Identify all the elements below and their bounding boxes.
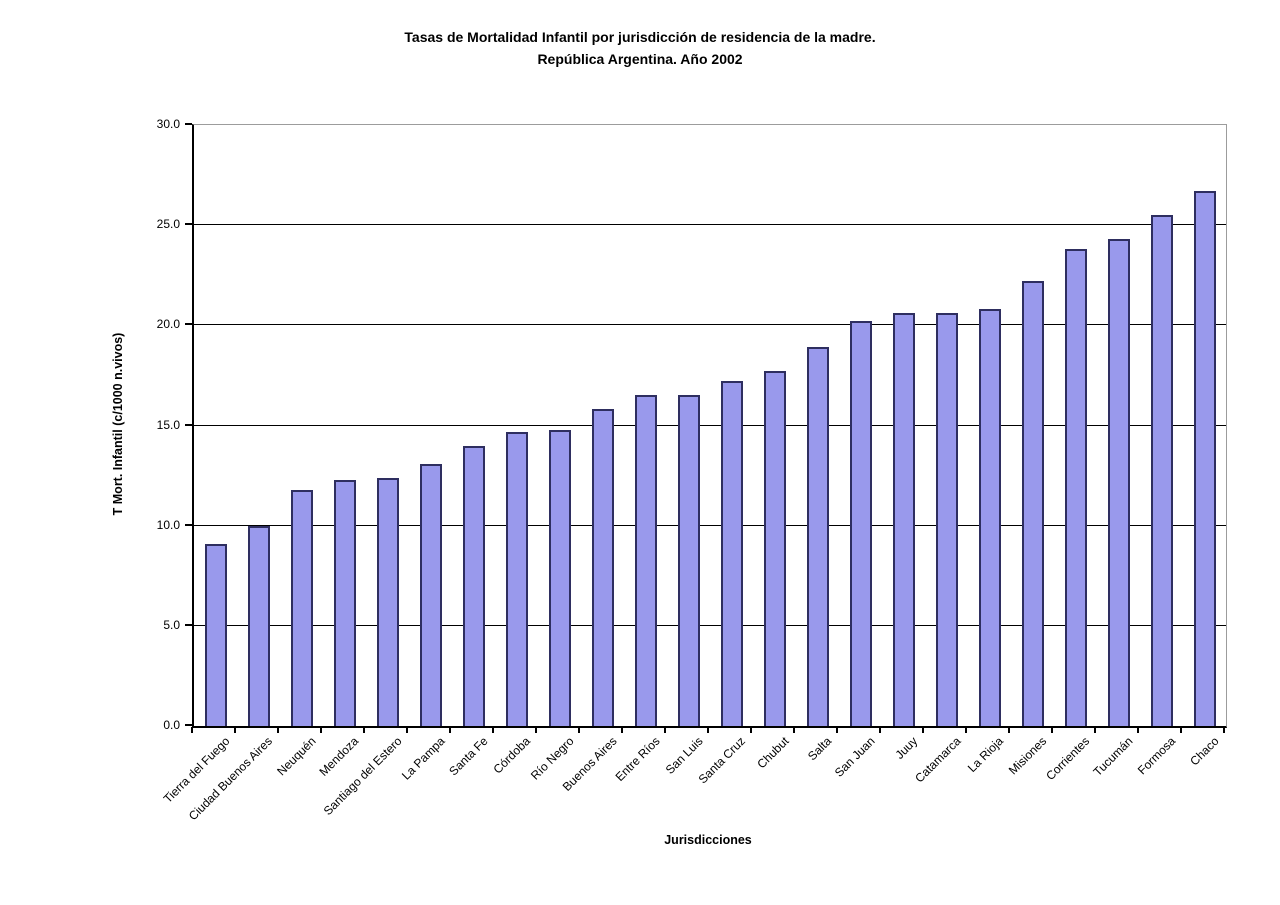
y-tick-label: 20.0: [156, 317, 180, 332]
bar: [592, 409, 614, 726]
chart-title-line-1: Tasas de Mortalidad Infantil por jurisdi…: [404, 29, 876, 45]
bar: [1151, 215, 1173, 726]
bar: [635, 395, 657, 726]
x-category-label: Santiago del Estero: [320, 734, 405, 818]
x-category-label: Tucumán: [1090, 734, 1136, 779]
x-category-label: Córdoba: [490, 734, 534, 777]
x-axis-tick: [1051, 727, 1053, 733]
x-axis-tick: [406, 727, 408, 733]
chart-title-line-2: República Argentina. Año 2002: [537, 51, 743, 67]
bar: [205, 544, 227, 726]
x-category-label: Corrientes: [1043, 734, 1093, 784]
x-axis-tick: [922, 727, 924, 733]
x-category-label: Misiones: [1006, 734, 1050, 778]
x-axis-tick: [234, 727, 236, 733]
x-category-label: Ciudad Buenos Aires: [186, 734, 276, 824]
x-axis-tick: [1137, 727, 1139, 733]
x-axis-tick: [535, 727, 537, 733]
x-axis-tick: [363, 727, 365, 733]
bar: [678, 395, 700, 726]
x-axis-tick: [621, 727, 623, 733]
y-axis-tick: [185, 223, 192, 226]
x-category-label: San Juan: [831, 734, 878, 780]
x-category-label: Catamarca: [912, 734, 964, 786]
bar: [463, 446, 485, 726]
x-category-label: La Rioja: [965, 734, 1007, 776]
y-tick-label: 0.0: [163, 718, 180, 732]
y-tick-label: 15.0: [156, 417, 180, 432]
x-axis-tick: [320, 727, 322, 733]
x-category-label: Formosa: [1135, 734, 1179, 778]
y-axis-tick: [185, 423, 192, 426]
x-axis-tick: [1008, 727, 1010, 733]
y-axis-tick: [185, 724, 192, 726]
x-axis-tick: [664, 727, 666, 733]
gridline: [194, 624, 1226, 626]
x-category-label: La Pampa: [398, 734, 448, 783]
gridline: [194, 524, 1226, 526]
x-category-label: Chubut: [754, 734, 792, 772]
x-axis-tick: [1094, 727, 1096, 733]
y-axis-tick: [185, 123, 192, 125]
bar: [291, 490, 313, 726]
bar: [1108, 239, 1130, 726]
y-axis-title: T Mort. Infantil (c/1000 n.vivos): [111, 332, 125, 516]
x-category-label: Santa Fe: [446, 734, 491, 779]
x-axis-tick: [879, 727, 881, 733]
bar: [248, 526, 270, 726]
bar: [334, 480, 356, 726]
x-axis-tick: [277, 727, 279, 733]
y-tick-label: 5.0: [163, 617, 180, 632]
x-category-label: Salta: [805, 734, 835, 764]
x-axis-tick: [965, 727, 967, 733]
x-axis-tick: [836, 727, 838, 733]
bar: [936, 313, 958, 726]
bar: [721, 381, 743, 726]
x-axis-tick: [750, 727, 752, 733]
x-category-label: San Luis: [662, 734, 706, 777]
plot-area: [192, 124, 1227, 728]
x-category-label: Chaco: [1186, 734, 1222, 769]
bar: [1022, 281, 1044, 726]
y-axis-tick: [185, 323, 192, 326]
bar: [764, 371, 786, 726]
bar: [1194, 191, 1216, 726]
x-axis-tick: [793, 727, 795, 733]
gridline: [194, 224, 1226, 226]
bar: [979, 309, 1001, 726]
x-axis-tick: [1180, 727, 1182, 733]
chart-title: Tasas de Mortalidad Infantil por jurisdi…: [0, 26, 1280, 70]
y-tick-label: 30.0: [156, 117, 180, 131]
x-category-label: Juuy: [892, 734, 921, 762]
x-axis-tick: [492, 727, 494, 733]
x-axis-tick: [1223, 727, 1225, 733]
gridline: [194, 424, 1226, 426]
y-axis-tick: [185, 523, 192, 526]
x-category-label: Entre Ríos: [612, 734, 663, 784]
bar: [549, 430, 571, 726]
y-tick-label: 10.0: [156, 517, 180, 532]
x-category-label: Mendoza: [316, 734, 362, 779]
y-axis-tick: [185, 623, 192, 626]
x-axis-title: Jurisdicciones: [664, 833, 752, 847]
gridline: [194, 324, 1226, 326]
x-axis-tick: [449, 727, 451, 733]
bar: [506, 432, 528, 726]
x-category-label: Neuquén: [274, 734, 319, 779]
x-axis-tick: [578, 727, 580, 733]
y-tick-label: 25.0: [156, 217, 180, 232]
x-axis-tick: [191, 727, 193, 733]
x-axis-tick: [707, 727, 709, 733]
bar: [807, 347, 829, 726]
bar: [850, 321, 872, 726]
bar: [1065, 249, 1087, 726]
bar: [420, 464, 442, 726]
bar: [377, 478, 399, 726]
bar: [893, 313, 915, 726]
